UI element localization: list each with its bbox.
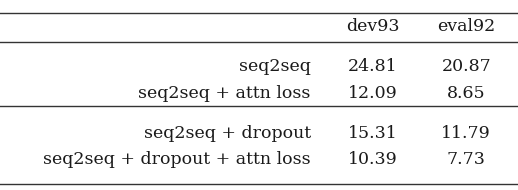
Text: 20.87: 20.87	[441, 58, 491, 75]
Text: seq2seq + dropout: seq2seq + dropout	[143, 124, 311, 142]
Text: 12.09: 12.09	[348, 85, 398, 102]
Text: 24.81: 24.81	[348, 58, 398, 75]
Text: 8.65: 8.65	[447, 85, 485, 102]
Text: 15.31: 15.31	[348, 124, 398, 142]
Text: 7.73: 7.73	[447, 151, 486, 168]
Text: eval92: eval92	[437, 18, 495, 35]
Text: seq2seq + attn loss: seq2seq + attn loss	[138, 85, 311, 102]
Text: seq2seq + dropout + attn loss: seq2seq + dropout + attn loss	[43, 151, 311, 168]
Text: dev93: dev93	[346, 18, 400, 35]
Text: 11.79: 11.79	[441, 124, 491, 142]
Text: seq2seq: seq2seq	[239, 58, 311, 75]
Text: 10.39: 10.39	[348, 151, 398, 168]
